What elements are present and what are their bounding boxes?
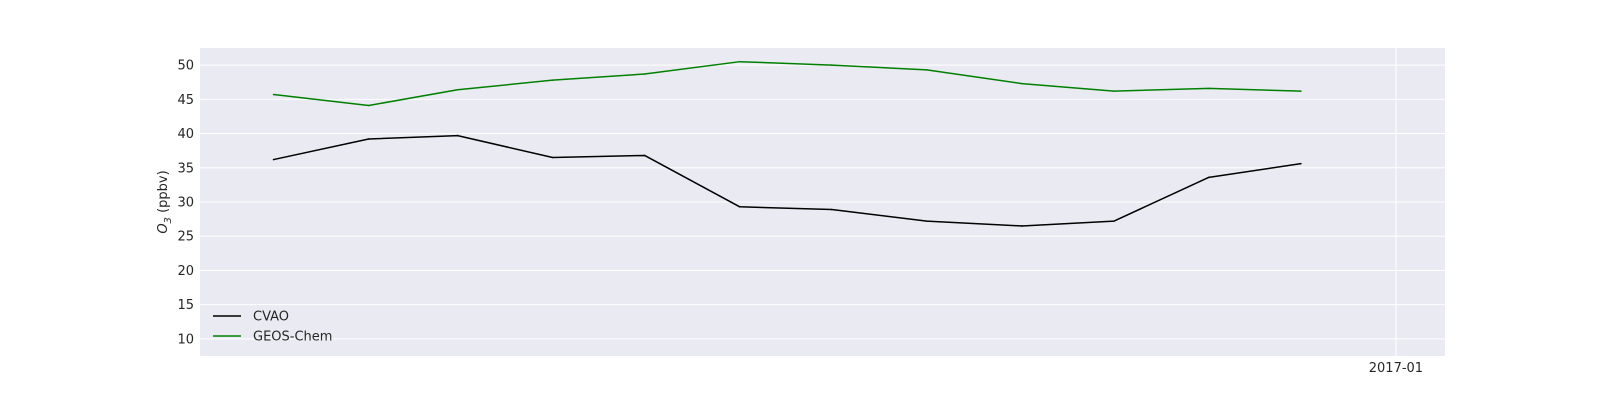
y-axis-label-unit: (ppbv) — [156, 170, 171, 217]
data-point — [551, 156, 554, 159]
data-point — [830, 64, 833, 66]
y-tick-labels: 10 15 20 25 30 35 40 45 50 — [177, 59, 194, 348]
series-lines — [272, 60, 1302, 227]
data-point — [925, 220, 928, 222]
data-point — [643, 73, 646, 75]
data-point — [456, 88, 459, 91]
series-line-cvao — [273, 134, 1301, 227]
data-point — [738, 205, 741, 208]
y-tick-label: 15 — [177, 298, 194, 313]
data-point — [1021, 82, 1023, 85]
y-tick-label: 25 — [177, 230, 194, 245]
legend-label: CVAO — [253, 310, 289, 325]
data-point — [367, 138, 370, 140]
y-tick-label: 50 — [177, 59, 194, 74]
y-tick-label: 35 — [177, 161, 194, 176]
x-tick-labels: 2017-01 — [1369, 361, 1423, 376]
data-point — [272, 93, 275, 96]
y-axis-label-base: O — [156, 223, 171, 233]
data-point — [643, 154, 646, 157]
legend: CVAO GEOS-Chem — [213, 310, 332, 345]
data-point — [925, 69, 928, 71]
y-tick-label: 40 — [177, 127, 194, 142]
data-point — [1208, 176, 1210, 179]
legend-label: GEOS-Chem — [253, 330, 332, 345]
data-point — [1021, 225, 1023, 227]
series-line-geos-chem — [273, 60, 1301, 107]
data-point — [1300, 162, 1302, 165]
y-axis-label: O3 (ppbv) — [156, 170, 174, 233]
y-tick-label: 10 — [177, 332, 194, 347]
data-point — [1208, 87, 1210, 90]
data-point — [1113, 220, 1115, 222]
data-point — [551, 79, 554, 81]
y-tick-label: 20 — [177, 264, 194, 279]
data-point — [456, 134, 459, 137]
data-point — [738, 60, 741, 63]
data-point — [1300, 90, 1302, 92]
y-tick-label: 45 — [177, 93, 194, 108]
y-axis-label-sub: 3 — [163, 217, 174, 223]
data-point — [272, 158, 275, 161]
data-point — [367, 104, 370, 107]
data-point — [830, 208, 833, 211]
x-tick-label: 2017-01 — [1369, 361, 1423, 376]
y-tick-label: 30 — [177, 196, 194, 211]
data-point — [1113, 90, 1115, 92]
